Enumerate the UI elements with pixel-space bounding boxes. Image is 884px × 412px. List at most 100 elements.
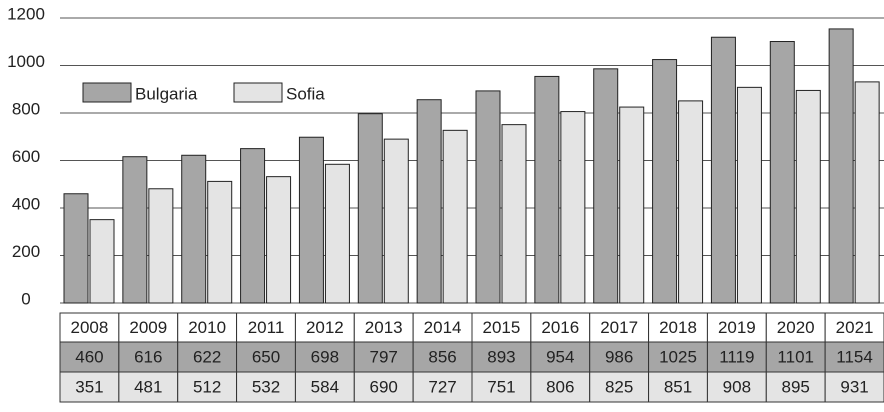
bar xyxy=(207,180,233,304)
table-text: 2009 xyxy=(129,318,167,337)
bar xyxy=(122,156,148,304)
bar xyxy=(324,163,350,304)
table-cell xyxy=(353,341,414,373)
table-text: 806 xyxy=(546,377,574,396)
table-cell xyxy=(589,371,650,403)
bar xyxy=(357,113,383,304)
legend-label: Sofia xyxy=(286,84,325,103)
bar xyxy=(560,111,586,304)
table-text: 2011 xyxy=(248,318,285,337)
table-text: 351 xyxy=(75,377,103,396)
table-cell xyxy=(824,341,884,373)
bar xyxy=(298,136,324,304)
table-cell xyxy=(824,312,884,343)
table-text: 616 xyxy=(134,347,162,366)
table-cell xyxy=(236,341,296,373)
table-cell xyxy=(471,341,532,373)
table-cell xyxy=(765,312,826,343)
bar xyxy=(89,219,115,304)
table-text: 2018 xyxy=(659,318,697,337)
legend-swatch xyxy=(233,82,283,103)
table-text: 727 xyxy=(428,377,456,396)
bar xyxy=(442,129,468,304)
table-text: 895 xyxy=(782,377,810,396)
bar xyxy=(593,68,619,304)
table-text: 825 xyxy=(605,377,633,396)
table-cell xyxy=(59,371,120,403)
table-cell xyxy=(118,341,179,373)
table-text: 698 xyxy=(311,347,339,366)
bar xyxy=(769,41,795,304)
y-tick-label: 400 xyxy=(12,194,40,213)
y-tick-label: 0 xyxy=(21,289,30,308)
bar xyxy=(678,100,704,304)
table-cell xyxy=(412,371,473,403)
table-text: 584 xyxy=(311,377,339,396)
bar xyxy=(736,86,762,304)
table-text: 460 xyxy=(75,347,103,366)
table-cell xyxy=(530,371,591,403)
table-text: 1025 xyxy=(659,347,697,366)
y-tick-label: 800 xyxy=(12,99,40,118)
table-cell xyxy=(706,371,767,403)
legend-label: Bulgaria xyxy=(135,84,198,103)
table-text: 856 xyxy=(428,347,456,366)
table-text: 2017 xyxy=(600,318,638,337)
bar xyxy=(828,28,854,304)
table-text: 2010 xyxy=(188,318,226,337)
table-text: 2008 xyxy=(71,318,109,337)
bar xyxy=(181,154,207,304)
table-text: 512 xyxy=(193,377,221,396)
table-text: 2021 xyxy=(836,318,874,337)
table-cell xyxy=(648,312,708,343)
table-cell xyxy=(648,371,708,403)
legend-swatch xyxy=(82,82,132,103)
y-tick-label: 200 xyxy=(12,242,40,261)
table-text: 954 xyxy=(546,347,574,366)
table-text: 532 xyxy=(252,377,280,396)
bar xyxy=(619,106,645,304)
table-text: 2014 xyxy=(424,318,462,337)
bar xyxy=(501,124,527,304)
table-cell xyxy=(530,341,591,373)
table-text: 908 xyxy=(723,377,751,396)
table-text: 797 xyxy=(370,347,398,366)
table-cell xyxy=(648,341,708,373)
table-text: 481 xyxy=(134,377,162,396)
table-text: 893 xyxy=(487,347,515,366)
table-text: 2015 xyxy=(483,318,521,337)
table-text: 851 xyxy=(664,377,692,396)
table-cell xyxy=(177,341,238,373)
table-text: 2020 xyxy=(777,318,815,337)
table-cell xyxy=(412,341,473,373)
table-cell xyxy=(177,371,238,403)
table-text: 1101 xyxy=(777,347,814,366)
bar xyxy=(475,90,501,304)
bar xyxy=(240,148,266,304)
table-cell xyxy=(353,312,414,343)
table-text: 1119 xyxy=(719,347,754,366)
table-cell xyxy=(59,341,120,373)
table-text: 690 xyxy=(370,377,398,396)
table-text: 751 xyxy=(487,377,515,396)
table-text: 986 xyxy=(605,347,633,366)
table-text: 2013 xyxy=(365,318,403,337)
table-text: 622 xyxy=(193,347,221,366)
table-text: 1154 xyxy=(836,347,873,366)
table-text: 2016 xyxy=(541,318,579,337)
bar xyxy=(416,99,442,304)
table-cell xyxy=(824,371,884,403)
bar xyxy=(652,59,678,304)
table-text: 650 xyxy=(252,347,280,366)
bar xyxy=(148,188,174,304)
y-tick-label: 600 xyxy=(12,147,40,166)
bar xyxy=(266,176,292,304)
table-text: 931 xyxy=(840,377,868,396)
bar xyxy=(795,89,821,304)
table-cell xyxy=(294,312,355,343)
table-cell xyxy=(236,371,296,403)
bar xyxy=(383,138,409,304)
bar xyxy=(710,36,736,304)
table-cell xyxy=(353,371,414,403)
